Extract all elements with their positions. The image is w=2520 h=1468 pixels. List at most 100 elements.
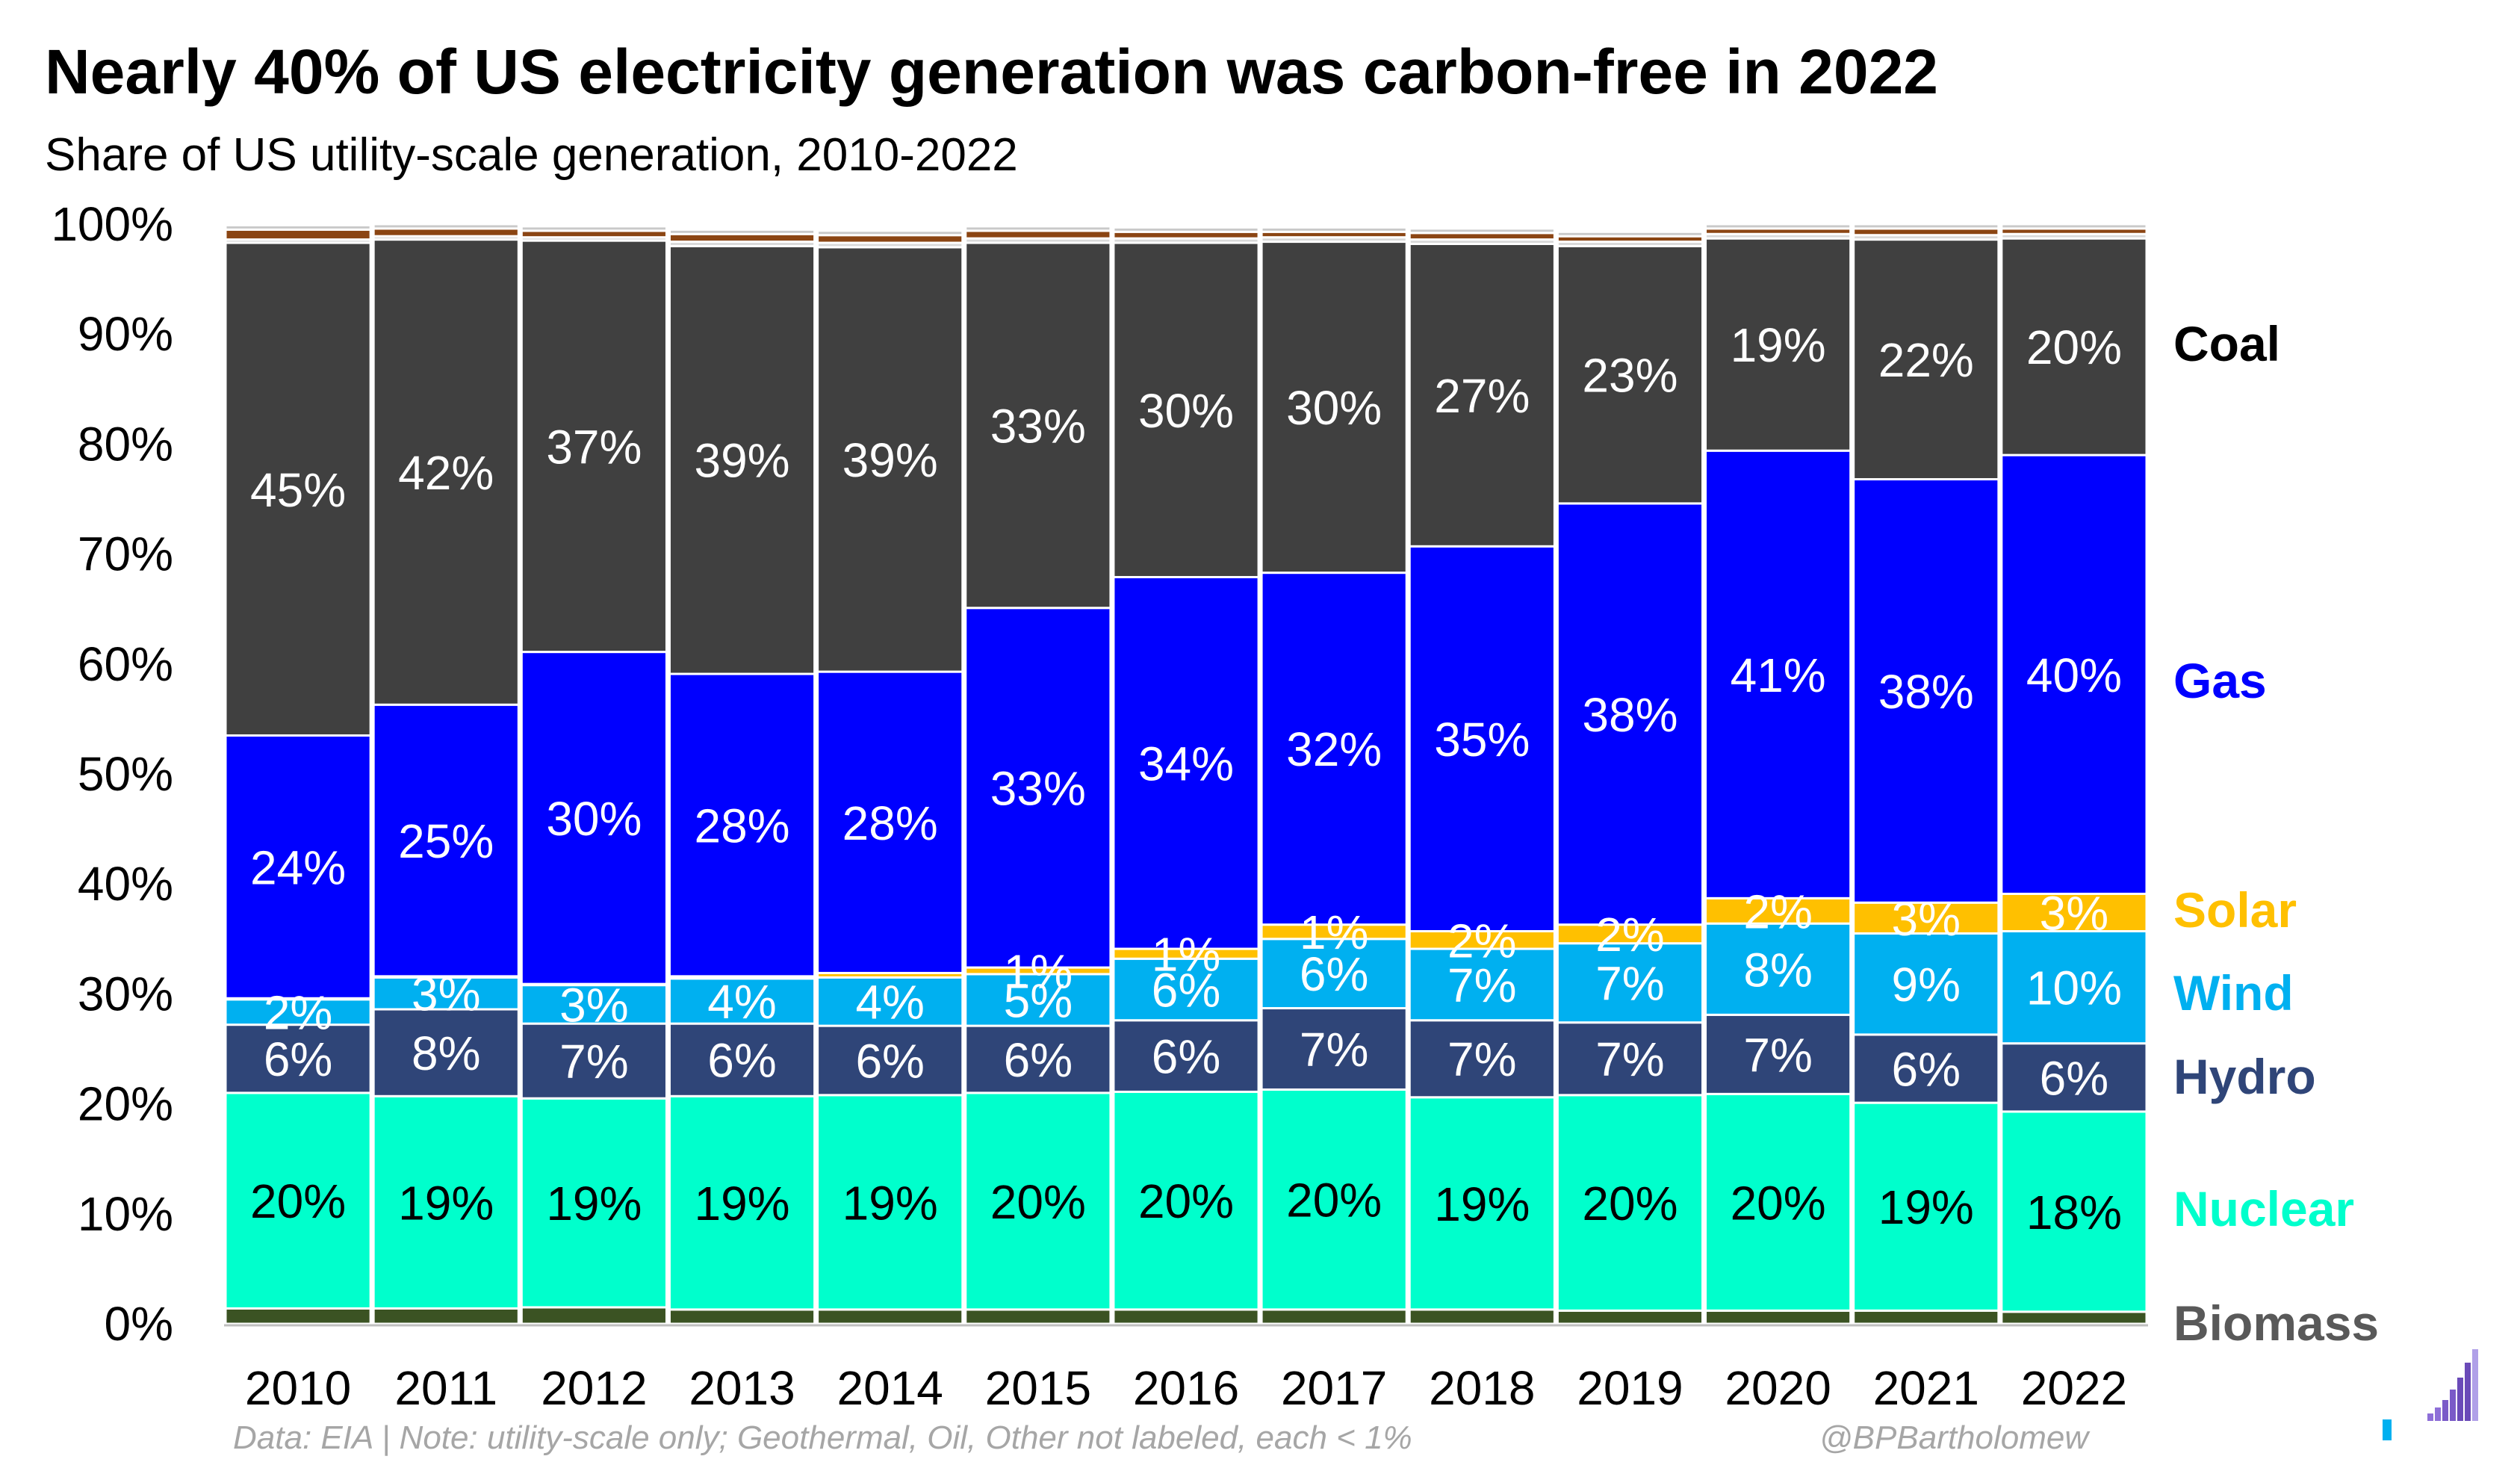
- x-tick-label: 2010: [245, 1361, 351, 1415]
- bar-segment-wind-2011: [372, 976, 520, 1011]
- bar-segment-geothermal-2010: [224, 223, 372, 231]
- bar-segment-nuclear-2017: [1260, 1088, 1408, 1311]
- bar-segment-hydro-2017: [1260, 1007, 1408, 1091]
- bar-segment-nuclear-2021: [1852, 1101, 2000, 1312]
- bar-segment-gas-2018: [1408, 545, 1556, 932]
- data-label-coal: 39%: [694, 434, 789, 488]
- author-handle: @BPBartholomew: [1819, 1419, 2089, 1456]
- bar-segment-coal-2017: [1260, 241, 1408, 574]
- bar-segment-wind-2016: [1112, 957, 1260, 1022]
- bar-segment-nuclear-2015: [964, 1091, 1112, 1311]
- data-label-hydro: 6%: [1004, 1033, 1073, 1087]
- bar-segment-biomass-2016: [1112, 1308, 1260, 1325]
- bar-segment-coal-2021: [1852, 238, 2000, 481]
- data-label-coal: 45%: [250, 463, 346, 517]
- x-tick-label: 2015: [985, 1361, 1091, 1415]
- bar-segment-geothermal-2020: [1704, 223, 1852, 230]
- data-label-gas: 24%: [250, 840, 346, 894]
- data-label-solar: 1%: [1004, 944, 1073, 998]
- data-label-nuclear: 19%: [546, 1177, 642, 1230]
- data-label-gas: 41%: [1731, 648, 1826, 702]
- data-label-nuclear: 19%: [1434, 1177, 1530, 1231]
- data-label-hydro: 7%: [1300, 1023, 1369, 1077]
- data-label-nuclear: 20%: [1138, 1174, 1234, 1228]
- bar-segment-coal-2013: [668, 244, 816, 675]
- bar-segment-coal-2016: [1112, 241, 1260, 579]
- data-label-solar: 2%: [1743, 885, 1813, 938]
- data-label-wind: 7%: [1447, 958, 1517, 1012]
- bar-segment-wind-2010: [224, 998, 372, 1026]
- data-label-coal: 27%: [1434, 369, 1530, 423]
- legend-label-solar: Solar: [2173, 882, 2297, 938]
- bar-segment-wind-2017: [1260, 938, 1408, 1010]
- legend-label-hydro: Hydro: [2173, 1049, 2316, 1104]
- data-label-coal: 20%: [2026, 320, 2122, 374]
- bar-segment-oil-2013: [668, 232, 816, 244]
- bar-segment-nuclear-2013: [668, 1094, 816, 1311]
- data-label-gas: 34%: [1138, 737, 1234, 790]
- data-label-wind: 6%: [1300, 947, 1369, 1001]
- data-label-hydro: 7%: [1743, 1028, 1813, 1082]
- bar-segment-hydro-2022: [2000, 1042, 2148, 1113]
- y-tick-label: 30%: [78, 967, 173, 1021]
- bar-segment-nuclear-2022: [2000, 1110, 2148, 1313]
- x-tick-label: 2022: [2021, 1361, 2127, 1415]
- data-label-gas: 38%: [1582, 688, 1678, 742]
- data-label-coal: 42%: [398, 446, 494, 500]
- x-tick-label: 2012: [541, 1361, 647, 1415]
- data-label-hydro: 7%: [1595, 1032, 1665, 1086]
- bar-segment-hydro-2016: [1112, 1019, 1260, 1093]
- data-label-gas: 28%: [694, 799, 789, 852]
- data-label-coal: 23%: [1582, 349, 1678, 403]
- bar-segment-coal-2020: [1704, 237, 1852, 452]
- bar-segment-gas-2015: [964, 607, 1112, 969]
- bar-segment-biomass-2019: [1556, 1309, 1704, 1325]
- bar-segment-geothermal-2014: [816, 229, 964, 237]
- bar-segment-biomass-2011: [372, 1307, 520, 1325]
- y-tick-label: 100%: [51, 197, 173, 251]
- legend-label-wind: Wind: [2173, 965, 2294, 1021]
- y-tick-label: 70%: [78, 527, 173, 581]
- data-label-wind: 4%: [707, 975, 777, 1029]
- bar-segment-gas-2013: [668, 672, 816, 978]
- bar-segment-nuclear-2018: [1408, 1096, 1556, 1311]
- x-tick-label: 2011: [394, 1361, 497, 1415]
- bar-segment-oil-2015: [964, 229, 1112, 240]
- bar-segment-biomass-2018: [1408, 1308, 1556, 1325]
- x-tick-label: 2014: [837, 1361, 943, 1415]
- data-label-hydro: 6%: [855, 1034, 925, 1088]
- data-label-coal: 37%: [546, 420, 642, 474]
- bar-segment-nuclear-2010: [224, 1091, 372, 1310]
- data-label-hydro: 6%: [1152, 1030, 1221, 1084]
- bar-segment-wind-2012: [520, 984, 668, 1025]
- bar-segment-geothermal-2017: [1260, 226, 1408, 233]
- data-label-wind: 4%: [855, 976, 925, 1029]
- data-label-wind: 5%: [1004, 973, 1073, 1027]
- data-label-hydro: 6%: [1892, 1042, 1961, 1096]
- x-tick-label: 2017: [1281, 1361, 1387, 1415]
- data-label-wind: 2%: [264, 986, 333, 1040]
- y-tick-label: 40%: [78, 857, 173, 911]
- author-logo-icon: [2383, 1349, 2478, 1440]
- bar-segment-biomass-2021: [1852, 1309, 2000, 1325]
- bar-segment-wind-2019: [1556, 942, 1704, 1024]
- data-label-solar: 1%: [1152, 928, 1221, 982]
- bar-segment-nuclear-2019: [1556, 1094, 1704, 1312]
- bar-segment-nuclear-2012: [520, 1097, 668, 1309]
- x-tick-label: 2013: [689, 1361, 795, 1415]
- data-label-wind: 8%: [1743, 943, 1813, 997]
- x-tick-label: 2019: [1577, 1361, 1683, 1415]
- chart-title: Nearly 40% of US electricity generation …: [45, 37, 1939, 107]
- data-label-nuclear: 19%: [842, 1176, 938, 1230]
- bar-segment-nuclear-2011: [372, 1094, 520, 1310]
- bar-segment-biomass-2010: [224, 1307, 372, 1325]
- bar-segment-geothermal-2018: [1408, 227, 1556, 235]
- bar-segment-geothermal-2019: [1556, 230, 1704, 238]
- data-label-coal: 30%: [1286, 381, 1382, 435]
- y-tick-label: 90%: [78, 307, 173, 361]
- bar-segment-biomass-2013: [668, 1308, 816, 1325]
- data-label-gas: 33%: [990, 761, 1086, 815]
- legend-label-biomass: Biomass: [2173, 1295, 2379, 1351]
- bar-segment-gas-2021: [1852, 478, 2000, 904]
